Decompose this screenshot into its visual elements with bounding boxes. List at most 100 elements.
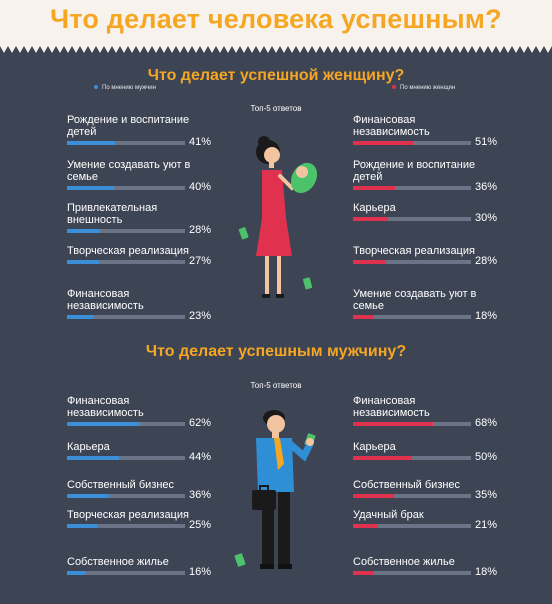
bar-label: Карьера <box>353 441 396 453</box>
bar-value-label: 21% <box>474 519 497 531</box>
bar-item: Рождение и воспитание детей 36% <box>353 159 497 193</box>
bar-value-label: 40% <box>188 181 211 193</box>
legend-women: По мнению женщин <box>392 85 455 91</box>
section-women-subtitle: Топ-5 ответов <box>250 104 302 113</box>
bar-value-label: 30% <box>474 212 497 224</box>
legend-men-label: По мнению мужчин <box>102 85 156 91</box>
bar-track <box>353 260 471 264</box>
bar-item: Творческая реализация 28% <box>353 245 497 267</box>
bar-value-label: 36% <box>474 181 497 193</box>
bar-track <box>67 260 185 264</box>
legend-women-dot <box>392 85 396 90</box>
bar-item: Финансовая независимость 51% <box>353 114 497 148</box>
bar-track <box>353 315 471 319</box>
bar-label: Удачный брак <box>353 509 424 521</box>
bar-fill <box>67 524 97 528</box>
bar-value-label: 50% <box>474 451 497 463</box>
bar-value-label: 35% <box>474 489 497 501</box>
bar-item: Собственный бизнес 36% <box>67 479 211 501</box>
bar-label: Привлекательная внешность <box>67 202 158 226</box>
bar-track <box>353 456 471 460</box>
bar-track <box>353 524 471 528</box>
bar-value-label: 36% <box>188 489 211 501</box>
bar-item: Собственное жилье 18% <box>353 556 497 578</box>
bar-track <box>67 141 185 145</box>
bar-item: Финансовая независимость 23% <box>67 288 211 322</box>
bar-label: Творческая реализация <box>67 245 189 257</box>
bar-track <box>353 571 471 575</box>
bar-item: Привлекательная внешность 28% <box>67 202 211 236</box>
legend-women-label: По мнению женщин <box>400 85 456 91</box>
bar-track <box>67 229 185 233</box>
bar-track <box>353 494 471 498</box>
bar-fill <box>67 422 141 426</box>
bar-fill <box>67 494 110 498</box>
bar-item: Карьера 44% <box>67 441 211 463</box>
bar-value-label: 18% <box>474 310 497 322</box>
bar-item: Умение создавать уют в семье 40% <box>67 159 211 193</box>
bar-fill <box>353 141 414 145</box>
bar-track <box>67 186 185 190</box>
bar-track <box>67 422 185 426</box>
bar-track <box>67 494 185 498</box>
bar-fill <box>67 186 115 190</box>
bar-fill <box>353 456 412 460</box>
bar-label: Собственный бизнес <box>353 479 461 491</box>
bar-fill <box>67 260 99 264</box>
bar-fill <box>353 260 387 264</box>
bar-item: Карьера 50% <box>353 441 497 463</box>
bar-item: Собственное жилье 16% <box>67 556 211 578</box>
bar-label: Финансовая независимость <box>353 395 430 419</box>
bar-value-label: 68% <box>474 417 497 429</box>
bar-fill <box>353 494 395 498</box>
bar-track <box>353 186 471 190</box>
bar-fill <box>67 229 101 233</box>
bar-fill <box>67 571 86 575</box>
bar-value-label: 23% <box>188 310 211 322</box>
bar-value-label: 28% <box>474 255 497 267</box>
bar-label: Собственное жилье <box>353 556 455 568</box>
bar-label: Карьера <box>353 202 396 214</box>
bar-label: Умение создавать уют в семье <box>353 288 477 312</box>
bar-fill <box>67 456 119 460</box>
bar-label: Финансовая независимость <box>353 114 430 138</box>
header-banner <box>0 0 552 46</box>
page-title: Что делает человека успешным? <box>50 4 502 34</box>
bar-item: Умение создавать уют в семье 18% <box>353 288 497 322</box>
bar-value-label: 41% <box>188 136 211 148</box>
bar-track <box>67 315 185 319</box>
bar-fill <box>353 422 434 426</box>
bar-value-label: 44% <box>188 451 211 463</box>
section-women-title: Что делает успешной женщину? <box>147 67 405 84</box>
bar-fill <box>353 571 375 575</box>
bar-label: Карьера <box>67 441 110 453</box>
bar-item: Финансовая независимость 68% <box>353 395 497 429</box>
bar-item: Творческая реализация 25% <box>67 509 211 531</box>
bar-label: Рождение и воспитание детей <box>67 114 190 138</box>
bar-item: Творческая реализация 27% <box>67 245 211 267</box>
legend-men-dot <box>94 85 98 90</box>
section-men-subtitle: Топ-5 ответов <box>250 381 302 390</box>
bar-label: Финансовая независимость <box>67 395 144 419</box>
bar-label: Собственное жилье <box>67 556 169 568</box>
bar-item: Финансовая независимость 62% <box>67 395 211 429</box>
bar-label: Творческая реализация <box>353 245 475 257</box>
bar-fill <box>353 186 396 190</box>
bar-label: Рождение и воспитание детей <box>353 159 476 183</box>
bar-value-label: 62% <box>188 417 211 429</box>
bar-fill <box>353 315 375 319</box>
bar-fill <box>67 141 116 145</box>
bar-track <box>353 217 471 221</box>
man-illustration <box>234 410 316 569</box>
section-men-title: Что делает успешным мужчину? <box>145 343 407 360</box>
woman-illustration <box>238 136 318 298</box>
legend-men: По мнению мужчин <box>94 85 156 91</box>
bar-item: Карьера 30% <box>353 202 497 224</box>
bar-track <box>353 141 471 145</box>
bar-label: Умение создавать уют в семье <box>67 159 191 183</box>
bar-fill <box>67 315 95 319</box>
bar-label: Творческая реализация <box>67 509 189 521</box>
bar-item: Рождение и воспитание детей 41% <box>67 114 211 148</box>
bar-label: Собственный бизнес <box>67 479 175 491</box>
bar-track <box>67 456 185 460</box>
